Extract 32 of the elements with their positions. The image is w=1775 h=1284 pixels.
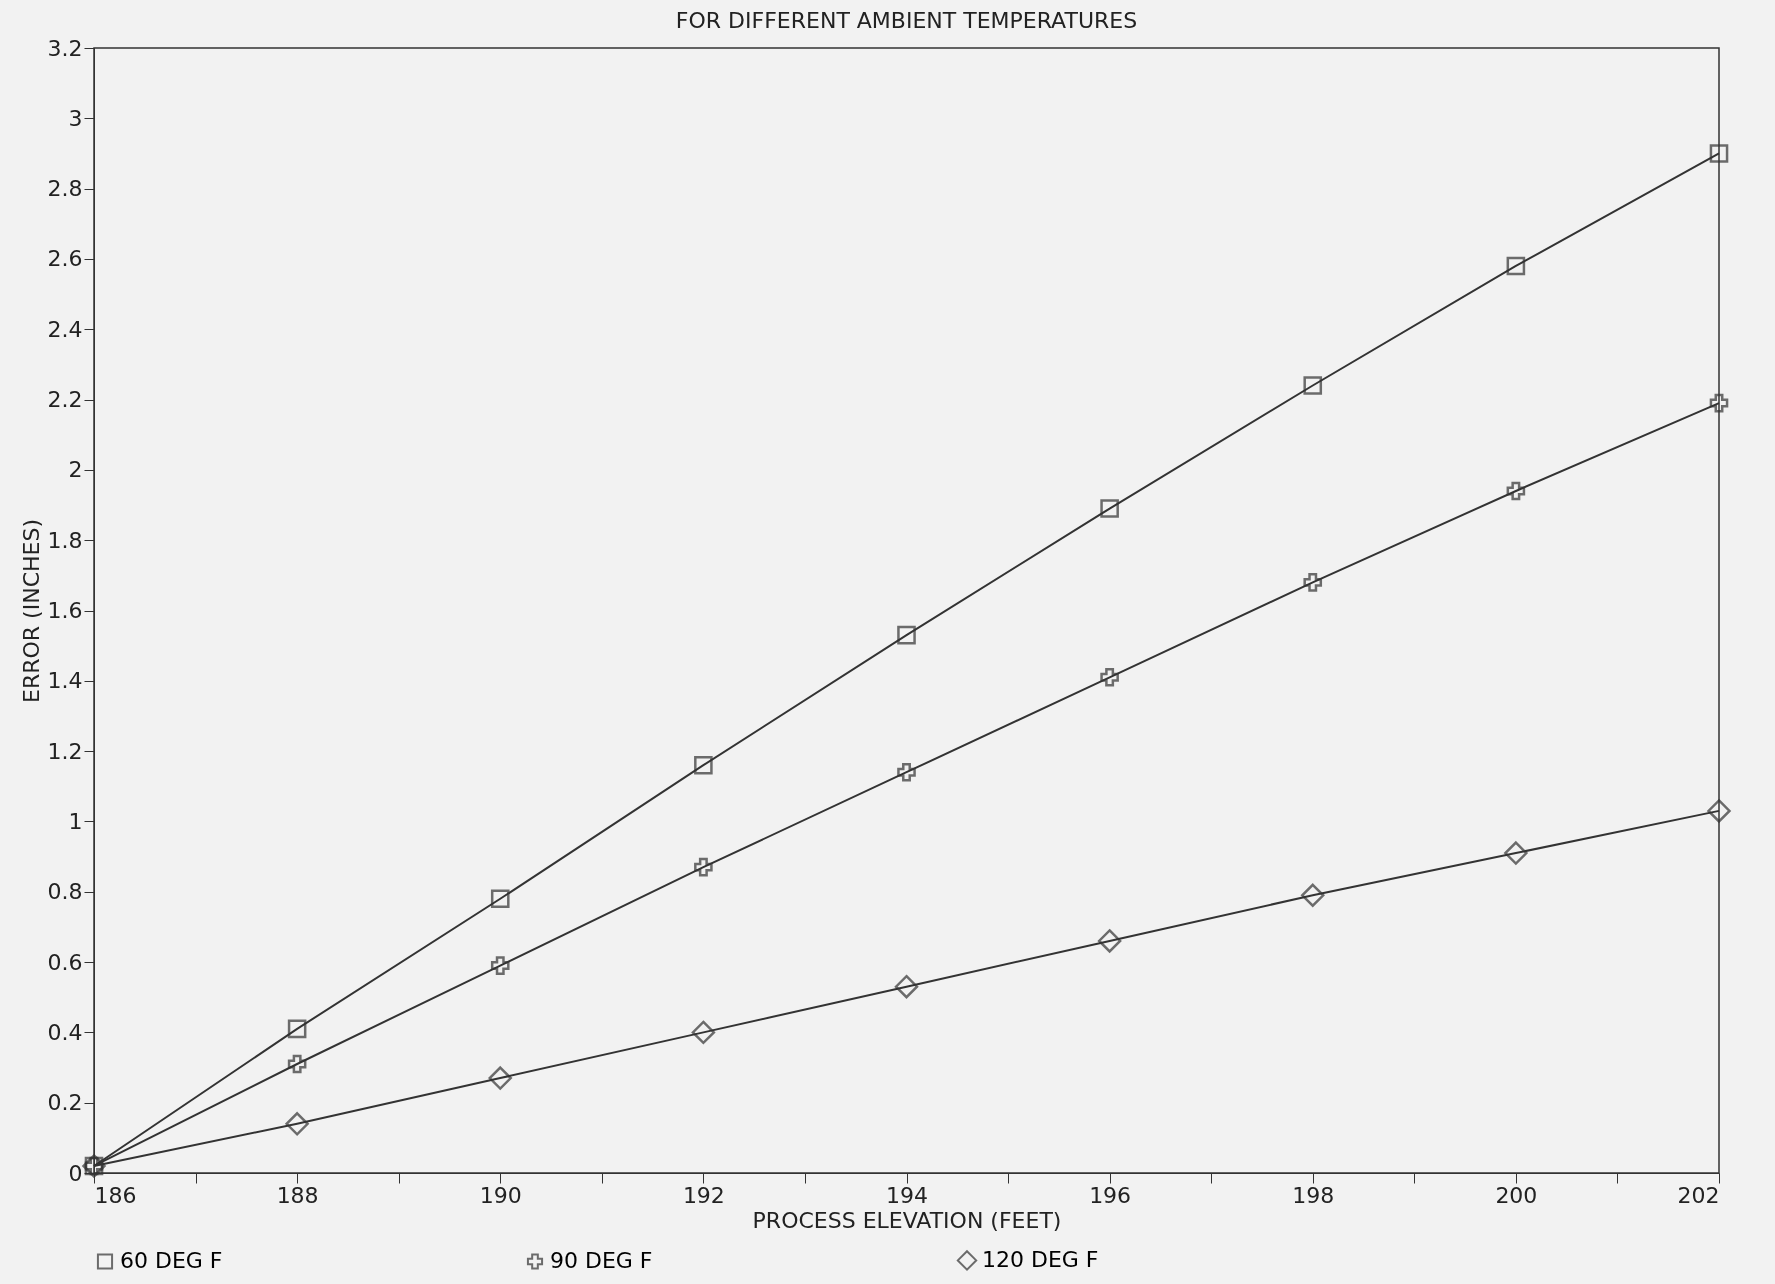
y-tick-label: 1.6 <box>47 598 83 623</box>
x-tick-label: 194 <box>886 1182 928 1208</box>
y-tick-label: 3.2 <box>47 35 83 61</box>
legend-label: 90 DEG F <box>550 1248 653 1274</box>
y-tick-label: 3 <box>68 105 83 131</box>
y-tick-label: 0 <box>68 1160 83 1186</box>
x-tick-label: 202 <box>1677 1182 1720 1208</box>
x-tick-label: 190 <box>479 1182 522 1208</box>
x-tick-label: 192 <box>682 1182 725 1208</box>
x-tick-label: 198 <box>1292 1182 1335 1208</box>
chart-title: FOR DIFFERENT AMBIENT TEMPERATURES <box>675 8 1138 33</box>
y-tick-label: 0.8 <box>47 879 83 905</box>
y-tick-label: 2 <box>68 457 83 483</box>
legend-label: 120 DEG F <box>982 1247 1099 1273</box>
y-axis-title: ERROR (INCHES) <box>18 519 44 703</box>
x-axis-title: PROCESS ELEVATION (FEET) <box>752 1207 1062 1233</box>
y-tick-label: 1.4 <box>47 668 83 694</box>
x-tick-label: 186 <box>94 1182 137 1208</box>
y-tick-label: 1 <box>68 808 83 834</box>
y-tick-label: 2.6 <box>47 246 83 272</box>
x-tick-label: 196 <box>1089 1182 1132 1208</box>
y-tick-label: 0.2 <box>47 1090 83 1116</box>
legend-label: 60 DEG F <box>120 1248 223 1274</box>
y-tick-label: 2.8 <box>47 176 83 202</box>
y-tick-label: 0.6 <box>47 949 83 975</box>
y-tick-label: 1.2 <box>47 738 83 764</box>
y-tick-label: 2.4 <box>47 316 83 342</box>
x-tick-label: 188 <box>276 1182 319 1208</box>
y-tick-label: 1.8 <box>47 527 83 553</box>
y-tick-label: 0.4 <box>47 1019 83 1045</box>
x-tick-label: 200 <box>1495 1182 1538 1208</box>
y-tick-label: 2.2 <box>47 387 83 413</box>
